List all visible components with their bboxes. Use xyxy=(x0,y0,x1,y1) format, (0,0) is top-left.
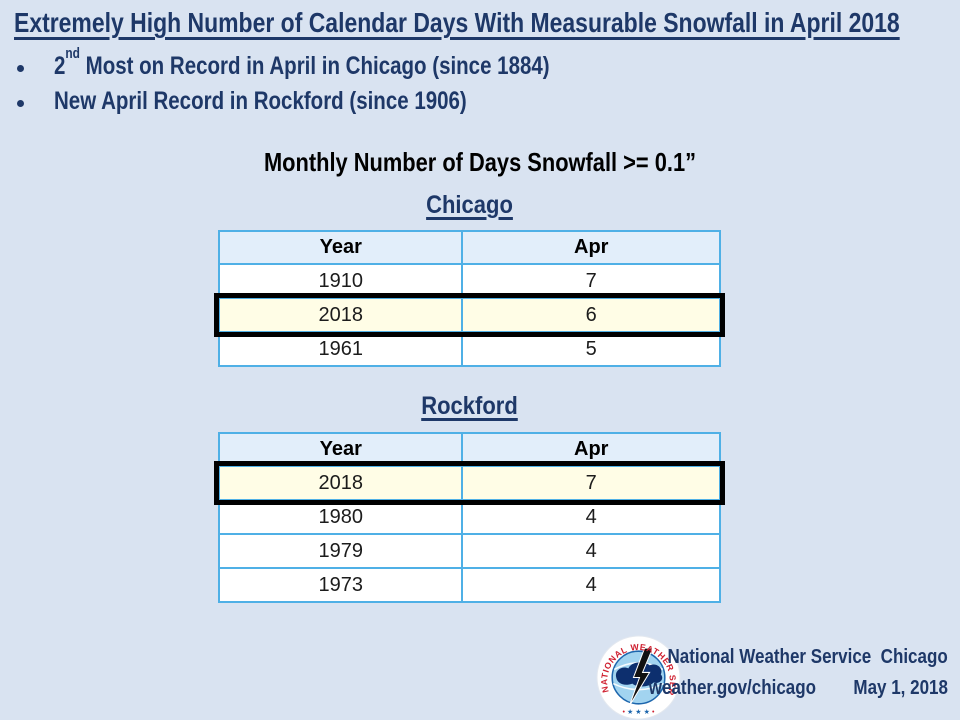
table-row: 1961 5 xyxy=(217,331,721,367)
bullet-icon xyxy=(17,100,24,107)
apr-cell: 7 xyxy=(461,263,721,299)
apr-cell: 7 xyxy=(461,465,721,501)
table-row: 1979 4 xyxy=(217,533,721,569)
apr-cell: 4 xyxy=(461,533,721,569)
table-row-highlighted: 2018 6 xyxy=(214,293,725,337)
year-cell: 1910 xyxy=(217,263,464,299)
bullet-1-lead: 2 xyxy=(54,52,66,80)
nws-logo-icon: NATIONAL WEATHER SERVICE • ★ ★ ★ • xyxy=(596,635,681,720)
column-header-apr: Apr xyxy=(461,230,721,265)
year-cell: 1979 xyxy=(217,533,464,569)
bullet-text-2: New April Record in Rockford (since 1906… xyxy=(54,87,467,116)
svg-text:• ★ ★ ★ •: • ★ ★ ★ • xyxy=(623,708,655,716)
table-row: 1980 4 xyxy=(217,499,721,535)
year-cell: 1961 xyxy=(217,331,464,367)
bullet-2-body: New April Record in Rockford (since 1906… xyxy=(54,87,467,115)
footer-date: May 1, 2018 xyxy=(853,677,948,699)
column-header-year: Year xyxy=(217,432,464,467)
bullet-icon xyxy=(17,65,24,72)
table-row-highlighted: 2018 7 xyxy=(214,461,725,505)
table-row: 1910 7 xyxy=(217,263,721,299)
apr-cell: 6 xyxy=(461,297,721,333)
bullet-text-1: 2nd Most on Record in April in Chicago (… xyxy=(54,46,550,81)
chicago-table: Year Apr 1910 7 2018 6 1961 5 xyxy=(214,230,725,367)
apr-cell: 4 xyxy=(461,567,721,603)
table-row: 1973 4 xyxy=(217,567,721,603)
chicago-heading: Chicago xyxy=(426,191,513,219)
table-header-row: Year Apr xyxy=(217,432,721,467)
rockford-table: Year Apr 2018 7 1980 4 1979 4 1973 4 xyxy=(214,432,725,603)
year-cell: 2018 xyxy=(217,465,464,501)
year-cell: 2018 xyxy=(217,297,464,333)
year-cell: 1973 xyxy=(217,567,464,603)
apr-cell: 4 xyxy=(461,499,721,535)
bullet-1-superscript: nd xyxy=(65,46,80,63)
bullet-1-body: Most on Record in April in Chicago (sinc… xyxy=(79,52,550,80)
bullet-item-1: 2nd Most on Record in April in Chicago (… xyxy=(0,46,960,88)
column-header-year: Year xyxy=(217,230,464,265)
column-header-apr: Apr xyxy=(461,432,721,467)
slide-title: Extremely High Number of Calendar Days W… xyxy=(14,7,900,38)
footer-url: weather.gov/chicago xyxy=(648,677,817,699)
footer-org: National Weather Service Chicago xyxy=(667,646,948,668)
apr-cell: 5 xyxy=(461,331,721,367)
table-header-row: Year Apr xyxy=(217,230,721,265)
footer-meta: weather.gov/chicago May 1, 2018 xyxy=(649,677,948,700)
bullet-item-2: New April Record in Rockford (since 1906… xyxy=(0,87,960,123)
rockford-heading: Rockford xyxy=(421,392,518,420)
tables-title: Monthly Number of Days Snowfall >= 0.1” xyxy=(263,147,697,177)
year-cell: 1980 xyxy=(217,499,464,535)
